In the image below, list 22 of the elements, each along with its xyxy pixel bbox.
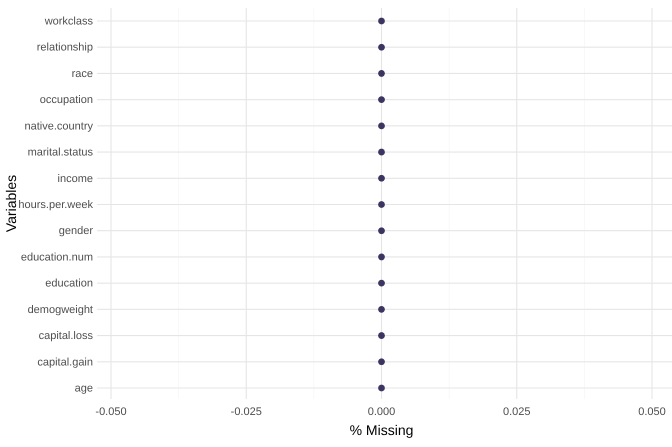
y-tick-label: workclass	[44, 16, 94, 28]
y-tick-label: occupation	[40, 94, 93, 106]
y-tick-label: income	[58, 172, 93, 185]
y-tick-label: race	[72, 68, 93, 80]
y-tick-label: native.country	[24, 120, 94, 132]
x-tick-label: -0.025	[230, 406, 262, 418]
y-tick-label: education	[45, 278, 93, 290]
y-tick-label: capital.loss	[38, 330, 94, 342]
y-tick-label: hours.per.week	[18, 199, 94, 212]
y-tick-label: relationship	[36, 42, 93, 54]
y-tick-label: gender	[58, 225, 94, 238]
x-tick-label: -0.050	[95, 406, 127, 418]
y-tick-label: demogweight	[28, 304, 93, 316]
y-axis-title: Variables	[3, 174, 19, 232]
x-tick-label: 0.025	[502, 406, 531, 418]
x-tick-label: 0.000	[368, 406, 396, 418]
x-axis-title: % Missing	[350, 422, 414, 438]
x-tick-label: 0.050	[638, 406, 666, 418]
y-tick-label: capital.gain	[37, 356, 93, 368]
y-tick-label: age	[74, 382, 93, 395]
y-tick-label: marital.status	[28, 146, 94, 159]
y-tick-label: education.num	[20, 251, 93, 264]
